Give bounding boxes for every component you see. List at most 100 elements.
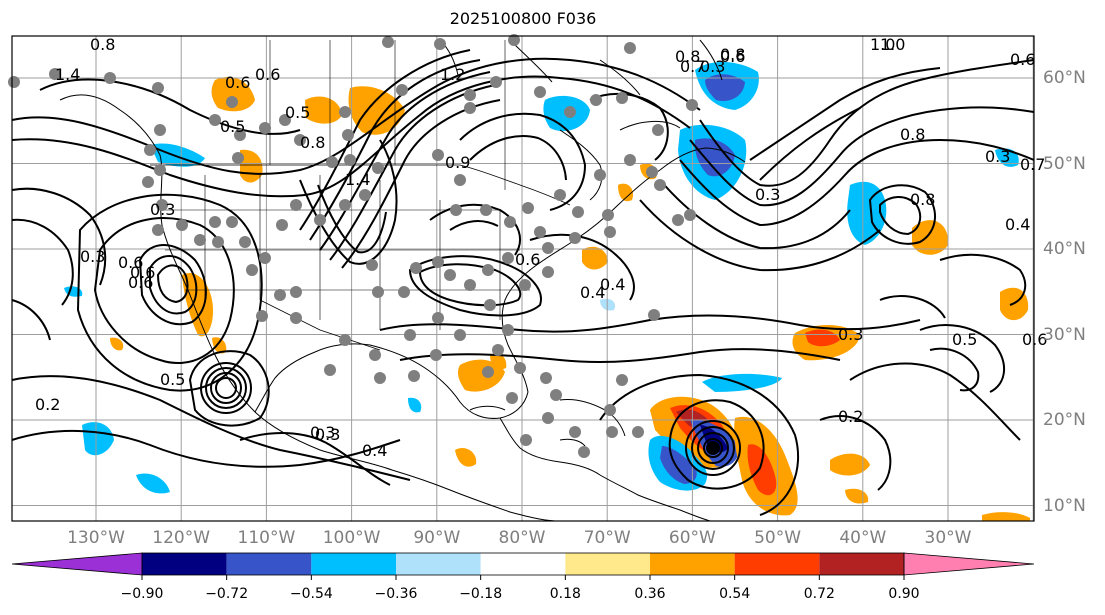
- latitude-label: 50°N: [1043, 153, 1086, 174]
- station-dot: [276, 219, 288, 231]
- contour-label: 0.5: [220, 117, 245, 136]
- station-dot: [432, 256, 444, 268]
- colorbar-tick-label: 0.18: [549, 586, 581, 602]
- station-dot: [590, 94, 602, 106]
- contour-labels: 0.81.40.50.6 0.70.81.21.00.8 0.61.00.60.30…: [35, 35, 1047, 460]
- contour-label: 0.9: [445, 153, 470, 172]
- colorbar-tick-label: −0.54: [289, 586, 333, 602]
- station-dot: [482, 366, 494, 378]
- station-dot: [152, 82, 164, 94]
- station-dot: [294, 134, 306, 146]
- station-dot: [154, 124, 166, 136]
- station-dot: [209, 114, 221, 126]
- station-dot: [534, 226, 546, 238]
- colorbar-cell: [311, 553, 396, 575]
- contour-label: 1.2: [440, 65, 465, 84]
- station-dot: [209, 216, 221, 228]
- station-dot: [684, 209, 696, 221]
- station-dot: [256, 310, 268, 322]
- station-dot: [366, 259, 378, 271]
- contour-label: 0.4: [1005, 215, 1030, 234]
- station-dot: [432, 149, 444, 161]
- contour-label: 0.3: [315, 425, 340, 444]
- station-dot: [616, 92, 628, 104]
- station-dot: [686, 99, 698, 111]
- station-dot: [432, 312, 444, 324]
- longitude-label: 90°W: [413, 528, 461, 548]
- longitude-label: 70°W: [583, 528, 631, 548]
- longitude-label: 110°W: [237, 528, 296, 548]
- contour-label: 0.6: [118, 253, 143, 272]
- station-dot: [604, 226, 616, 238]
- contour-label: 0.3: [700, 57, 725, 76]
- longitude-label: 40°W: [839, 528, 887, 548]
- station-dot: [554, 189, 566, 201]
- station-dot: [259, 252, 271, 264]
- latitude-label: 10°N: [1043, 495, 1086, 516]
- longitude-label: 30°W: [924, 528, 972, 548]
- contour-label: 0.7: [1020, 155, 1045, 174]
- contour-label: 0.6: [130, 263, 155, 282]
- station-dot: [648, 309, 660, 321]
- station-dot: [410, 262, 422, 274]
- contour-label: 0.4: [580, 283, 605, 302]
- colorbar-extend-max: [903, 552, 1035, 576]
- station-dot: [504, 216, 516, 228]
- contour-label: 0.2: [35, 395, 60, 414]
- station-dot: [382, 36, 394, 48]
- station-dot: [234, 129, 246, 141]
- station-dot: [578, 446, 590, 458]
- longitude-label: 80°W: [498, 528, 546, 548]
- colorbar-tick-label: −0.72: [205, 586, 249, 602]
- contour-label: 0.3: [838, 325, 863, 344]
- colorbar-cells: [11, 552, 1035, 576]
- station-dot: [274, 289, 286, 301]
- station-dot: [359, 189, 371, 201]
- station-dot: [508, 34, 520, 46]
- colorbar-tick-label: −0.36: [374, 586, 418, 602]
- station-dot: [239, 236, 251, 248]
- colorbar-tick-label: 0.90: [888, 586, 920, 602]
- station-dot: [324, 364, 336, 376]
- contour-label: 0.7: [680, 57, 705, 76]
- contour-label: 0.4: [600, 275, 625, 294]
- station-dot: [464, 89, 476, 101]
- contour-label: 0.8: [90, 35, 115, 54]
- station-dot: [104, 72, 116, 84]
- station-dot: [652, 124, 664, 136]
- station-markers: [8, 34, 698, 458]
- contour-label: 1.0: [880, 35, 905, 54]
- station-dot: [490, 76, 502, 88]
- contour-label: 0.3: [755, 185, 780, 204]
- station-dot: [49, 68, 61, 80]
- colorbar-tick-label: 0.72: [803, 586, 835, 602]
- station-dot: [408, 370, 420, 382]
- station-dot: [144, 144, 156, 156]
- station-dot: [339, 334, 351, 346]
- station-dot: [259, 122, 271, 134]
- station-dot: [430, 349, 442, 361]
- cyclone-center-marker: [706, 441, 720, 455]
- contour-label: 0.6: [720, 47, 745, 66]
- contour-label: 0.5: [285, 103, 310, 122]
- station-dot: [632, 426, 644, 438]
- station-dot: [434, 38, 446, 50]
- station-dot: [624, 154, 636, 166]
- colorbar-cell: [734, 553, 820, 575]
- station-dot: [514, 362, 526, 374]
- station-dot: [372, 162, 384, 174]
- colorbar-cell: [650, 553, 735, 575]
- contour-label: 0.8: [900, 125, 925, 144]
- contour-label: 0.8: [675, 47, 700, 66]
- colorbar-tick-label: 0.54: [719, 586, 751, 602]
- colorbar-cell: [396, 553, 481, 575]
- latitude-label: 40°N: [1043, 239, 1086, 259]
- station-dot: [569, 232, 581, 244]
- contour-label: 0.6: [1022, 330, 1047, 349]
- station-dot: [454, 174, 466, 186]
- longitude-label: 120°W: [152, 528, 211, 548]
- station-dot: [480, 204, 492, 216]
- latitude-label: 30°N: [1043, 324, 1086, 345]
- colorbar-cell: [565, 553, 650, 575]
